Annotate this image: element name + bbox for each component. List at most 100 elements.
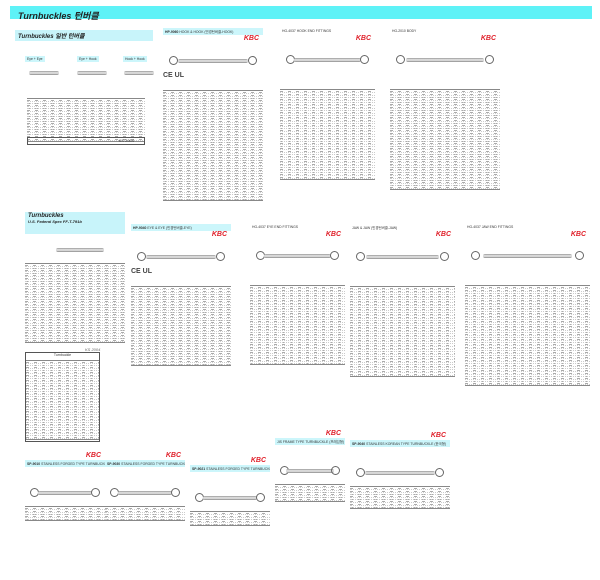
table-row: [26, 379, 99, 382]
table-row: [131, 321, 231, 324]
table-row: [163, 101, 263, 105]
table-row: [163, 99, 263, 102]
product-block: SP-9010 STAINLESS FORGED TYPE TURNBUCKLE…: [25, 452, 105, 522]
product-illustration: [135, 250, 227, 264]
table-row: [280, 131, 375, 135]
table-row: [25, 274, 125, 277]
table-row: [26, 381, 99, 385]
table-row: [163, 127, 263, 131]
table-row: [350, 295, 455, 298]
table-row: [250, 322, 345, 326]
table-row: [25, 512, 105, 516]
table-row: [350, 310, 455, 314]
table-row: [465, 346, 590, 349]
table-row: [465, 325, 590, 328]
table-row: [280, 173, 375, 176]
table-row: [280, 165, 375, 169]
product-title: HG-4037 JAW END FITTINGS: [467, 225, 514, 229]
table-row: [280, 160, 375, 164]
table-row: [280, 155, 375, 158]
table-row: [163, 145, 263, 149]
table-row: [390, 144, 500, 148]
table-row: [250, 320, 345, 323]
table-row: [280, 100, 375, 104]
table-row: [250, 361, 345, 365]
table-row: [27, 130, 145, 133]
table-row: [163, 169, 263, 172]
spec-table: [350, 286, 455, 377]
product-block: SP-9040 STAINLESS KOREAN TYPE TURNBUCKLE…: [350, 432, 450, 510]
table-row: [26, 410, 99, 413]
spec-table: [465, 285, 590, 386]
table-row: [163, 153, 263, 157]
table-row: [131, 302, 231, 306]
table-row: [465, 286, 590, 289]
table-row: [250, 317, 345, 321]
table-row: [465, 372, 590, 375]
table-row: [163, 104, 263, 107]
table-row: [25, 339, 125, 342]
table-row: [350, 492, 450, 496]
product-title: HG-4037 HOOK END FITTINGS: [282, 29, 332, 33]
table-row: [350, 344, 455, 348]
table-row: [280, 111, 375, 114]
table-row: [280, 139, 375, 143]
table-row: [105, 517, 185, 521]
table-row: [350, 297, 455, 301]
table-row: [350, 287, 455, 290]
table-row: [131, 323, 231, 327]
kbc-logo: KBC: [243, 35, 259, 42]
table-row: [163, 125, 263, 128]
table-row: [190, 520, 270, 523]
table-row: [250, 330, 345, 334]
product-title: HG-4037 EYE END FITTINGS: [252, 225, 298, 229]
table-row: [250, 353, 345, 357]
table-row: [163, 164, 263, 167]
table-row: [25, 292, 125, 296]
table-row: [350, 500, 450, 503]
table-row: [163, 122, 263, 126]
table-row: [250, 314, 345, 318]
table-row: [250, 307, 345, 310]
table-row: [131, 318, 231, 322]
table-row: [390, 176, 500, 179]
table-row: [131, 300, 231, 303]
spec-table: [163, 90, 263, 202]
kbc-logo: KBC: [325, 231, 341, 238]
table-row: [25, 295, 125, 298]
table-row: [27, 111, 145, 115]
table-row: [26, 436, 99, 439]
table-row: [465, 351, 590, 354]
table-row: [131, 339, 231, 342]
table-row: [131, 362, 231, 366]
table-row: [465, 361, 590, 365]
general-spec-box: KS 2004: [27, 137, 145, 145]
table-row: [275, 490, 345, 494]
table-row: [390, 93, 500, 96]
table-row: [163, 161, 263, 165]
table-row: [280, 144, 375, 148]
table-row: [390, 124, 500, 127]
table-row: [350, 323, 455, 327]
table-row: [250, 356, 345, 360]
product-illustration: [354, 466, 446, 480]
kbc-logo: KBC: [165, 452, 181, 459]
table-row: [25, 336, 125, 340]
table-row: [390, 134, 500, 138]
product-illustration: [29, 486, 101, 500]
product-title: SP-9010 STAINLESS FORGED TYPE TURNBUCKLE…: [25, 460, 105, 467]
table-row: [390, 95, 500, 99]
table-row: [250, 309, 345, 313]
table-row: [465, 312, 590, 315]
table-row: [390, 142, 500, 145]
table-row: [250, 289, 345, 292]
table-row: [163, 106, 263, 110]
table-row: [25, 305, 125, 309]
table-row: [465, 353, 590, 357]
kbc-logo: KBC: [85, 452, 101, 459]
table-row: [465, 296, 590, 300]
table-row: [163, 148, 263, 152]
table-row: [465, 382, 590, 385]
table-row: [250, 291, 345, 295]
table-row: [390, 165, 500, 169]
